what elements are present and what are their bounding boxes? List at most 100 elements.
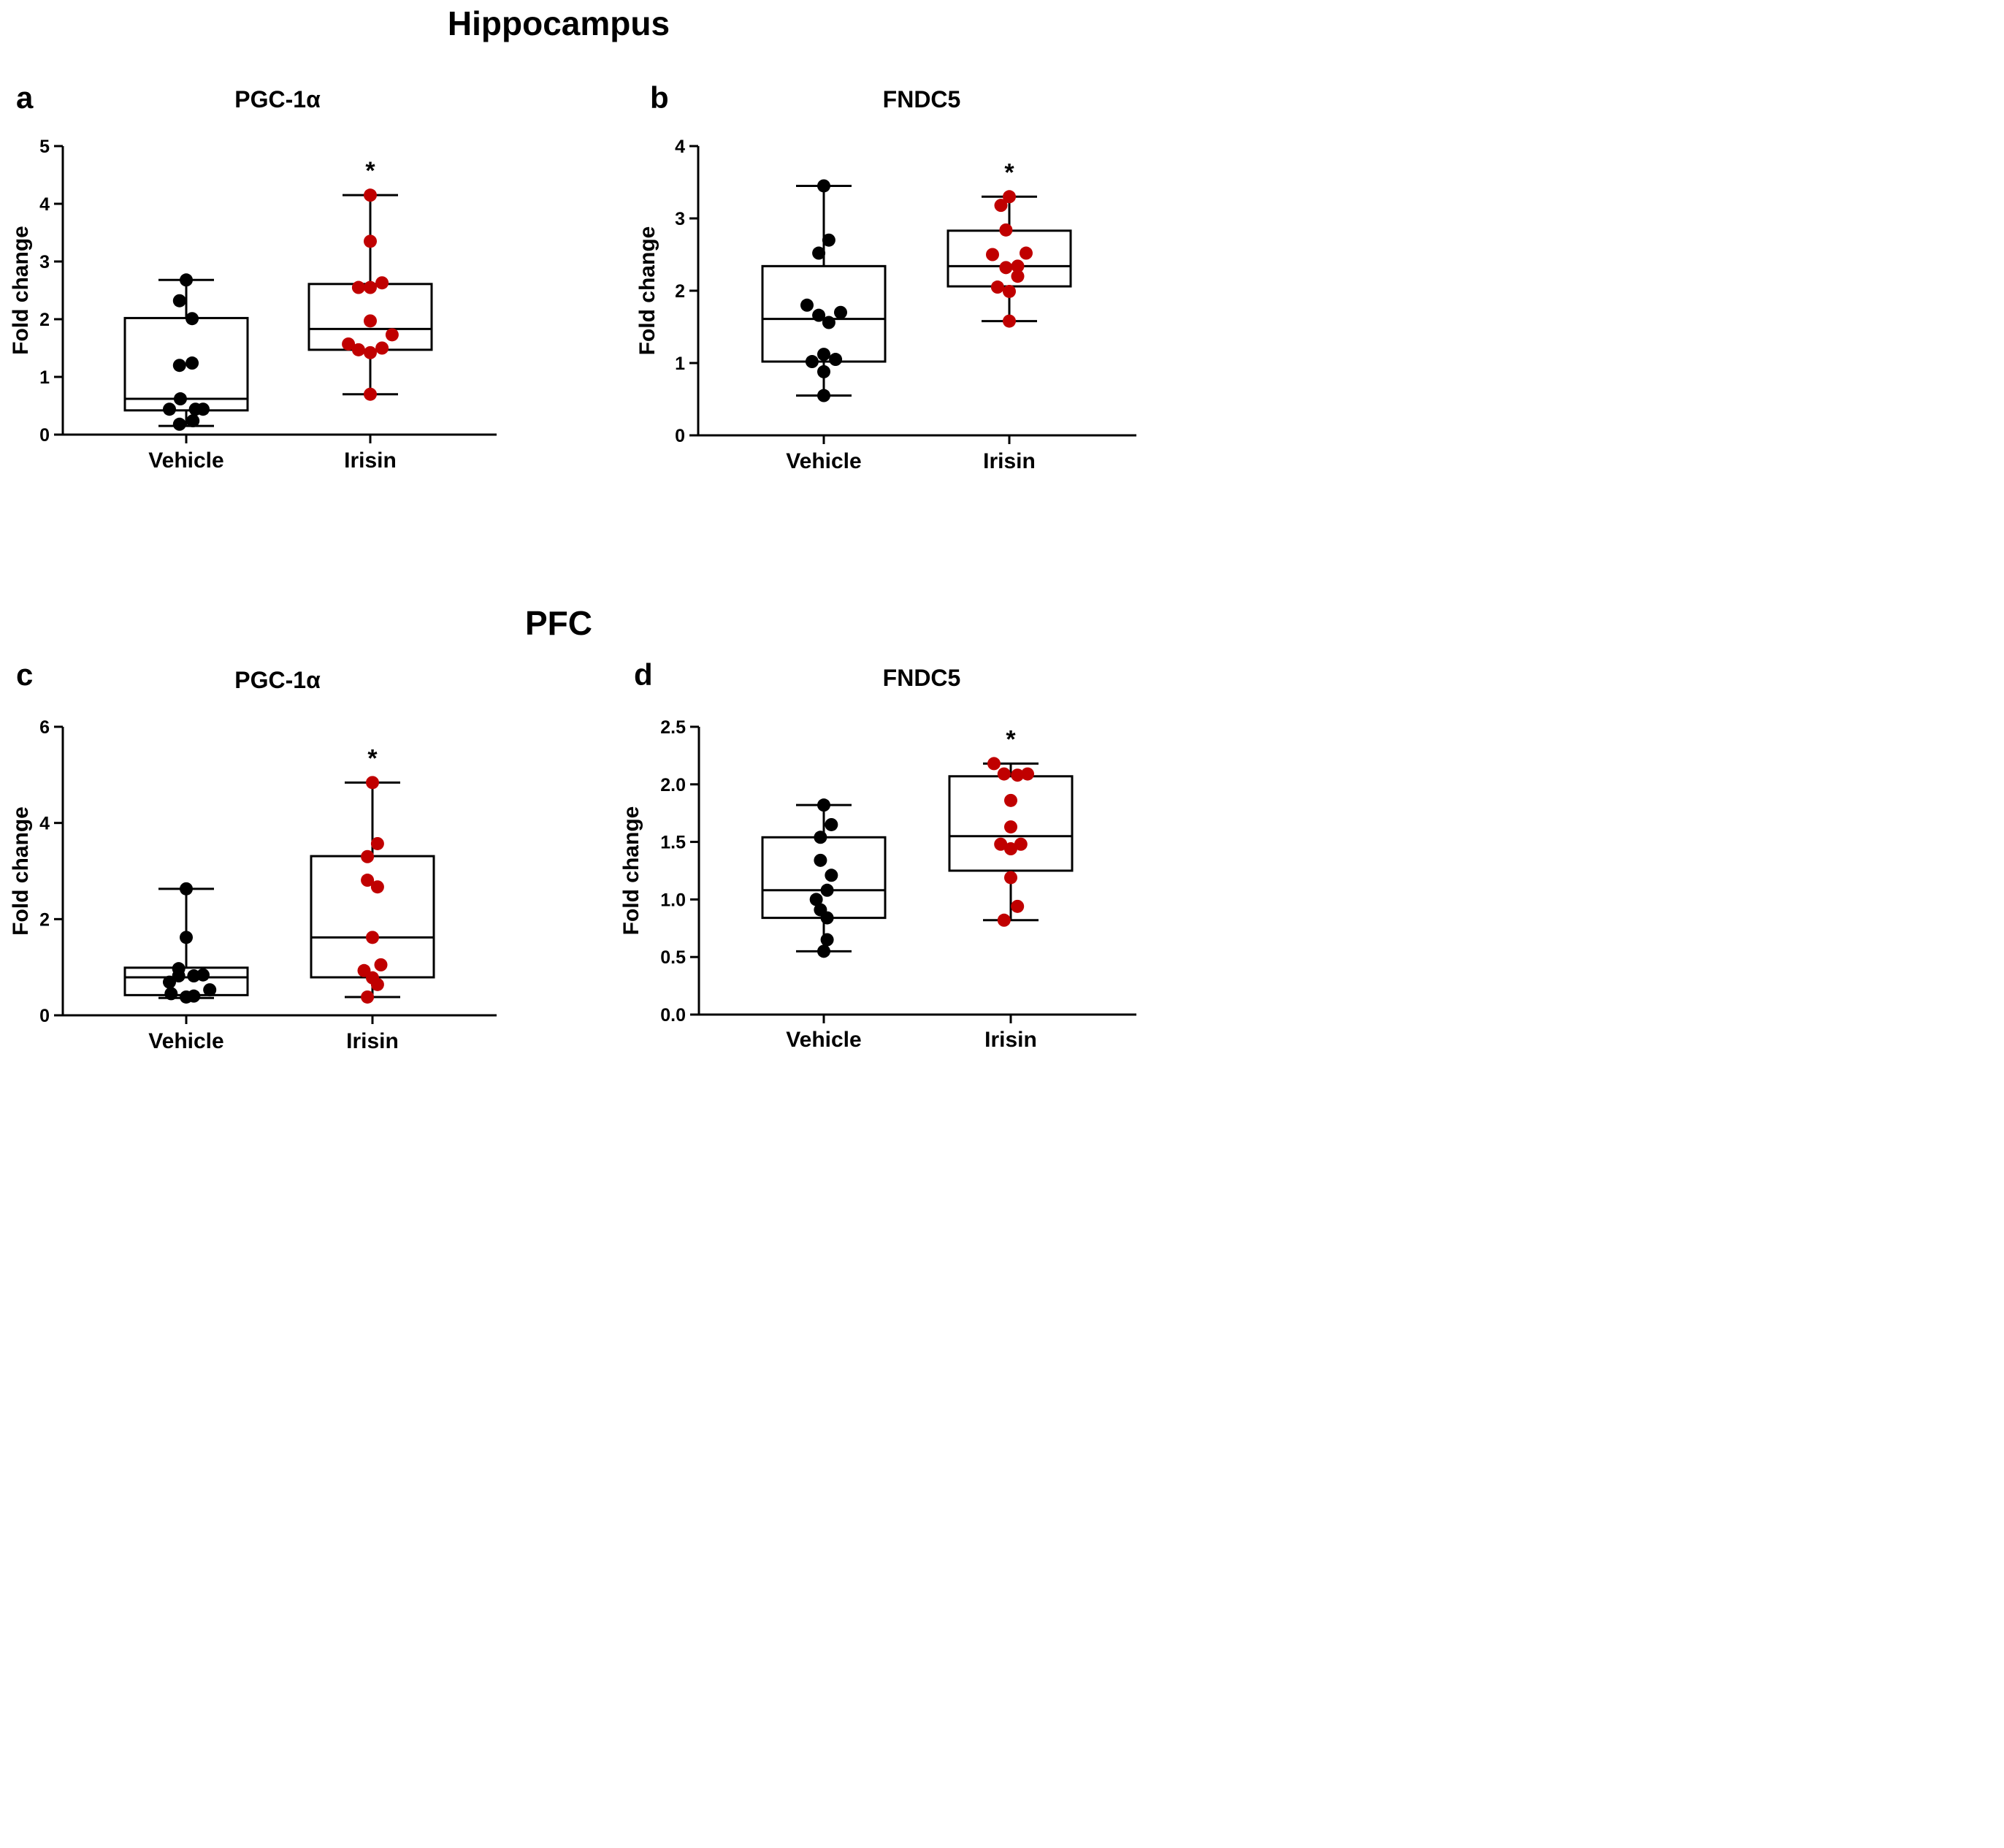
box-iqr xyxy=(761,264,887,363)
data-point xyxy=(164,987,178,1001)
data-point xyxy=(997,767,1011,781)
data-point xyxy=(172,969,186,983)
chart-title: PGC-1α xyxy=(234,667,321,693)
data-point xyxy=(385,328,399,342)
y-axis-label: Fold change xyxy=(9,806,33,936)
panel-letter: c xyxy=(16,657,34,692)
data-point xyxy=(180,931,193,944)
data-point xyxy=(1003,314,1016,328)
data-point xyxy=(999,223,1013,237)
data-point xyxy=(370,977,384,991)
data-point xyxy=(820,933,834,947)
data-point xyxy=(1011,270,1025,283)
data-point xyxy=(342,337,356,351)
section-title-pfc: PFC xyxy=(525,604,592,642)
data-point xyxy=(196,968,210,982)
x-tick-label: Vehicle xyxy=(786,449,861,473)
data-point xyxy=(1011,768,1025,782)
box-iqr xyxy=(946,229,1072,288)
data-point xyxy=(351,280,365,294)
y-tick-label: 2.5 xyxy=(660,717,686,738)
y-tick-label: 0 xyxy=(675,426,685,446)
y-tick-label: 1.5 xyxy=(660,833,686,853)
y-tick-label: 3 xyxy=(39,252,50,272)
y-tick-label: 1 xyxy=(675,354,685,374)
data-point xyxy=(163,975,176,989)
chart-svg: 0 1 2 3 4 Fold change Vehicle Irisin * xyxy=(635,137,1136,473)
data-point xyxy=(172,417,186,431)
data-point xyxy=(180,273,193,287)
data-point xyxy=(812,246,826,260)
data-point xyxy=(375,341,389,355)
data-point xyxy=(805,355,819,369)
data-point xyxy=(364,280,377,294)
data-point xyxy=(820,883,834,897)
x-tick-label: Irisin xyxy=(983,449,1036,473)
data-point xyxy=(364,345,377,359)
y-tick-label: 3 xyxy=(675,209,685,229)
data-point xyxy=(188,402,202,416)
data-point xyxy=(800,298,814,312)
data-point xyxy=(1004,871,1017,885)
panel-letter: a xyxy=(16,80,34,115)
x-tick-label: Vehicle xyxy=(148,448,223,473)
y-tick-label: 0 xyxy=(39,425,50,446)
data-point xyxy=(361,990,375,1004)
chart-title: PGC-1α xyxy=(234,86,321,112)
x-tick-label: Irisin xyxy=(346,1029,399,1053)
y-tick-label: 0.5 xyxy=(660,947,686,968)
data-point xyxy=(203,983,217,997)
data-point xyxy=(163,402,176,416)
y-tick-label: 4 xyxy=(39,814,50,834)
chart-svg: 0.0 0.5 1.0 1.5 2.0 2.5 Fold change Vehicle Iris… xyxy=(619,717,1136,1052)
box-iqr xyxy=(948,775,1074,872)
panel-d: d FNDC5 0.0 0.5 1.0 1.5 2.0 2.5 Fold change Veh… xyxy=(573,654,1145,1114)
data-point xyxy=(1021,767,1034,781)
panel-letter: b xyxy=(650,80,669,115)
data-point xyxy=(1003,284,1016,298)
data-point xyxy=(1011,259,1025,273)
data-point xyxy=(817,389,830,402)
chart-svg: 0 2 4 6 Fold change Vehicle Irisin * xyxy=(9,717,497,1053)
significance-marker: * xyxy=(367,744,378,772)
y-tick-label: 4 xyxy=(39,194,50,215)
data-point xyxy=(817,364,830,378)
data-point xyxy=(825,868,838,882)
data-point xyxy=(820,911,834,925)
y-tick-label: 0.0 xyxy=(660,1005,686,1026)
significance-marker: * xyxy=(365,157,375,185)
data-point xyxy=(1003,190,1016,204)
data-point xyxy=(364,234,377,248)
data-point xyxy=(351,343,365,356)
data-point xyxy=(994,199,1008,213)
chart-svg: 0 1 2 3 4 5 Fold change Vehicle Irisin * xyxy=(9,137,497,473)
significance-marker: * xyxy=(1004,159,1014,186)
data-point xyxy=(1004,793,1017,807)
data-point xyxy=(812,308,826,322)
data-point xyxy=(186,312,199,326)
y-tick-label: 6 xyxy=(39,717,50,738)
data-point xyxy=(361,874,375,887)
chart-title: FNDC5 xyxy=(882,86,961,112)
y-tick-label: 2 xyxy=(39,310,50,330)
data-point xyxy=(370,836,384,850)
data-point xyxy=(186,356,199,370)
data-point xyxy=(814,853,827,867)
x-tick-label: Irisin xyxy=(344,448,397,473)
data-point xyxy=(173,392,187,406)
section-title-hippocampus: Hippocampus xyxy=(447,4,670,42)
y-tick-label: 2.0 xyxy=(660,775,686,795)
data-point xyxy=(1004,820,1017,834)
data-point xyxy=(822,233,835,247)
data-point xyxy=(370,880,384,894)
panel-b: b FNDC5 0 1 2 3 4 Fold change Vehicle Irisin * xyxy=(573,73,1145,533)
data-point xyxy=(814,831,827,844)
y-tick-label: 5 xyxy=(39,137,50,157)
y-tick-label: 1.0 xyxy=(660,890,686,910)
x-tick-label: Vehicle xyxy=(148,1029,223,1053)
data-point xyxy=(366,776,379,790)
data-point xyxy=(1011,899,1025,913)
data-point xyxy=(374,958,388,971)
data-point xyxy=(187,989,201,1003)
data-point xyxy=(172,359,186,373)
